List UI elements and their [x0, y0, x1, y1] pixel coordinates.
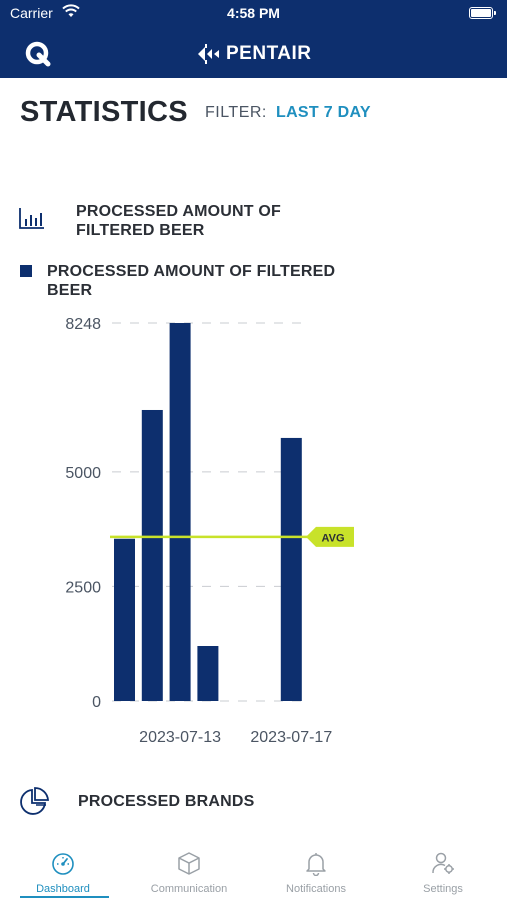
tab-label: Settings [423, 883, 463, 895]
status-time: 4:58 PM [227, 5, 280, 21]
bar-chart-icon [19, 208, 44, 229]
wifi-icon [62, 4, 80, 17]
pie-chart-icon [20, 787, 49, 815]
pentair-logo: PENTAIR [196, 41, 311, 67]
tab-label: Dashboard [36, 883, 90, 895]
page-title: STATISTICS [20, 96, 188, 128]
tab-communication[interactable]: Communication [126, 838, 252, 900]
tab-bar: Dashboard Communication Notifications Se… [0, 838, 507, 900]
bar [197, 646, 219, 701]
pentair-fish-icon [198, 44, 219, 64]
tab-label: Notifications [286, 883, 346, 895]
status-bar: Carrier 4:58 PM [0, 0, 507, 28]
section-title-filtered-beer: PROCESSED AMOUNT OF FILTERED BEER [76, 203, 281, 239]
legend-swatch [20, 265, 32, 277]
user-settings-icon [432, 852, 454, 874]
average-tag [306, 526, 354, 547]
app-logo-icon[interactable] [24, 40, 52, 68]
tab-dashboard[interactable]: Dashboard [0, 838, 126, 900]
average-label: AVG [321, 532, 344, 544]
bar-chart: 0 2500 5000 8248 2023-07-13 2023-07-17 AVG [65, 316, 354, 746]
bell-icon [306, 853, 326, 876]
section-title-processed-brands: PROCESSED BRANDS [78, 793, 255, 810]
bar [169, 323, 191, 701]
tab-label: Communication [150, 883, 228, 895]
box-icon [178, 852, 200, 875]
nav-bar: PENTAIR [0, 28, 507, 78]
x-tick-label: 2023-07-17 [250, 729, 332, 746]
active-tab-indicator [20, 896, 109, 898]
y-tick-label: 2500 [65, 579, 101, 596]
filter-dropdown[interactable]: LAST 7 DAY [276, 104, 371, 121]
legend-label: PROCESSED AMOUNT OF FILTERED BEER [47, 263, 336, 299]
y-tick-label: 8248 [65, 316, 101, 333]
battery-icon [469, 7, 496, 19]
gauge-icon [52, 853, 74, 875]
y-tick-label: 0 [92, 694, 101, 711]
bar [141, 409, 163, 701]
tab-notifications[interactable]: Notifications [253, 838, 379, 900]
tab-settings[interactable]: Settings [380, 838, 506, 900]
x-tick-label: 2023-07-13 [139, 729, 221, 746]
carrier-label: Carrier [10, 5, 53, 21]
brand-name: PENTAIR [226, 43, 312, 64]
filter-label: FILTER: [205, 104, 267, 121]
y-tick-label: 5000 [65, 465, 101, 482]
bar [114, 538, 135, 701]
bar [280, 437, 302, 701]
